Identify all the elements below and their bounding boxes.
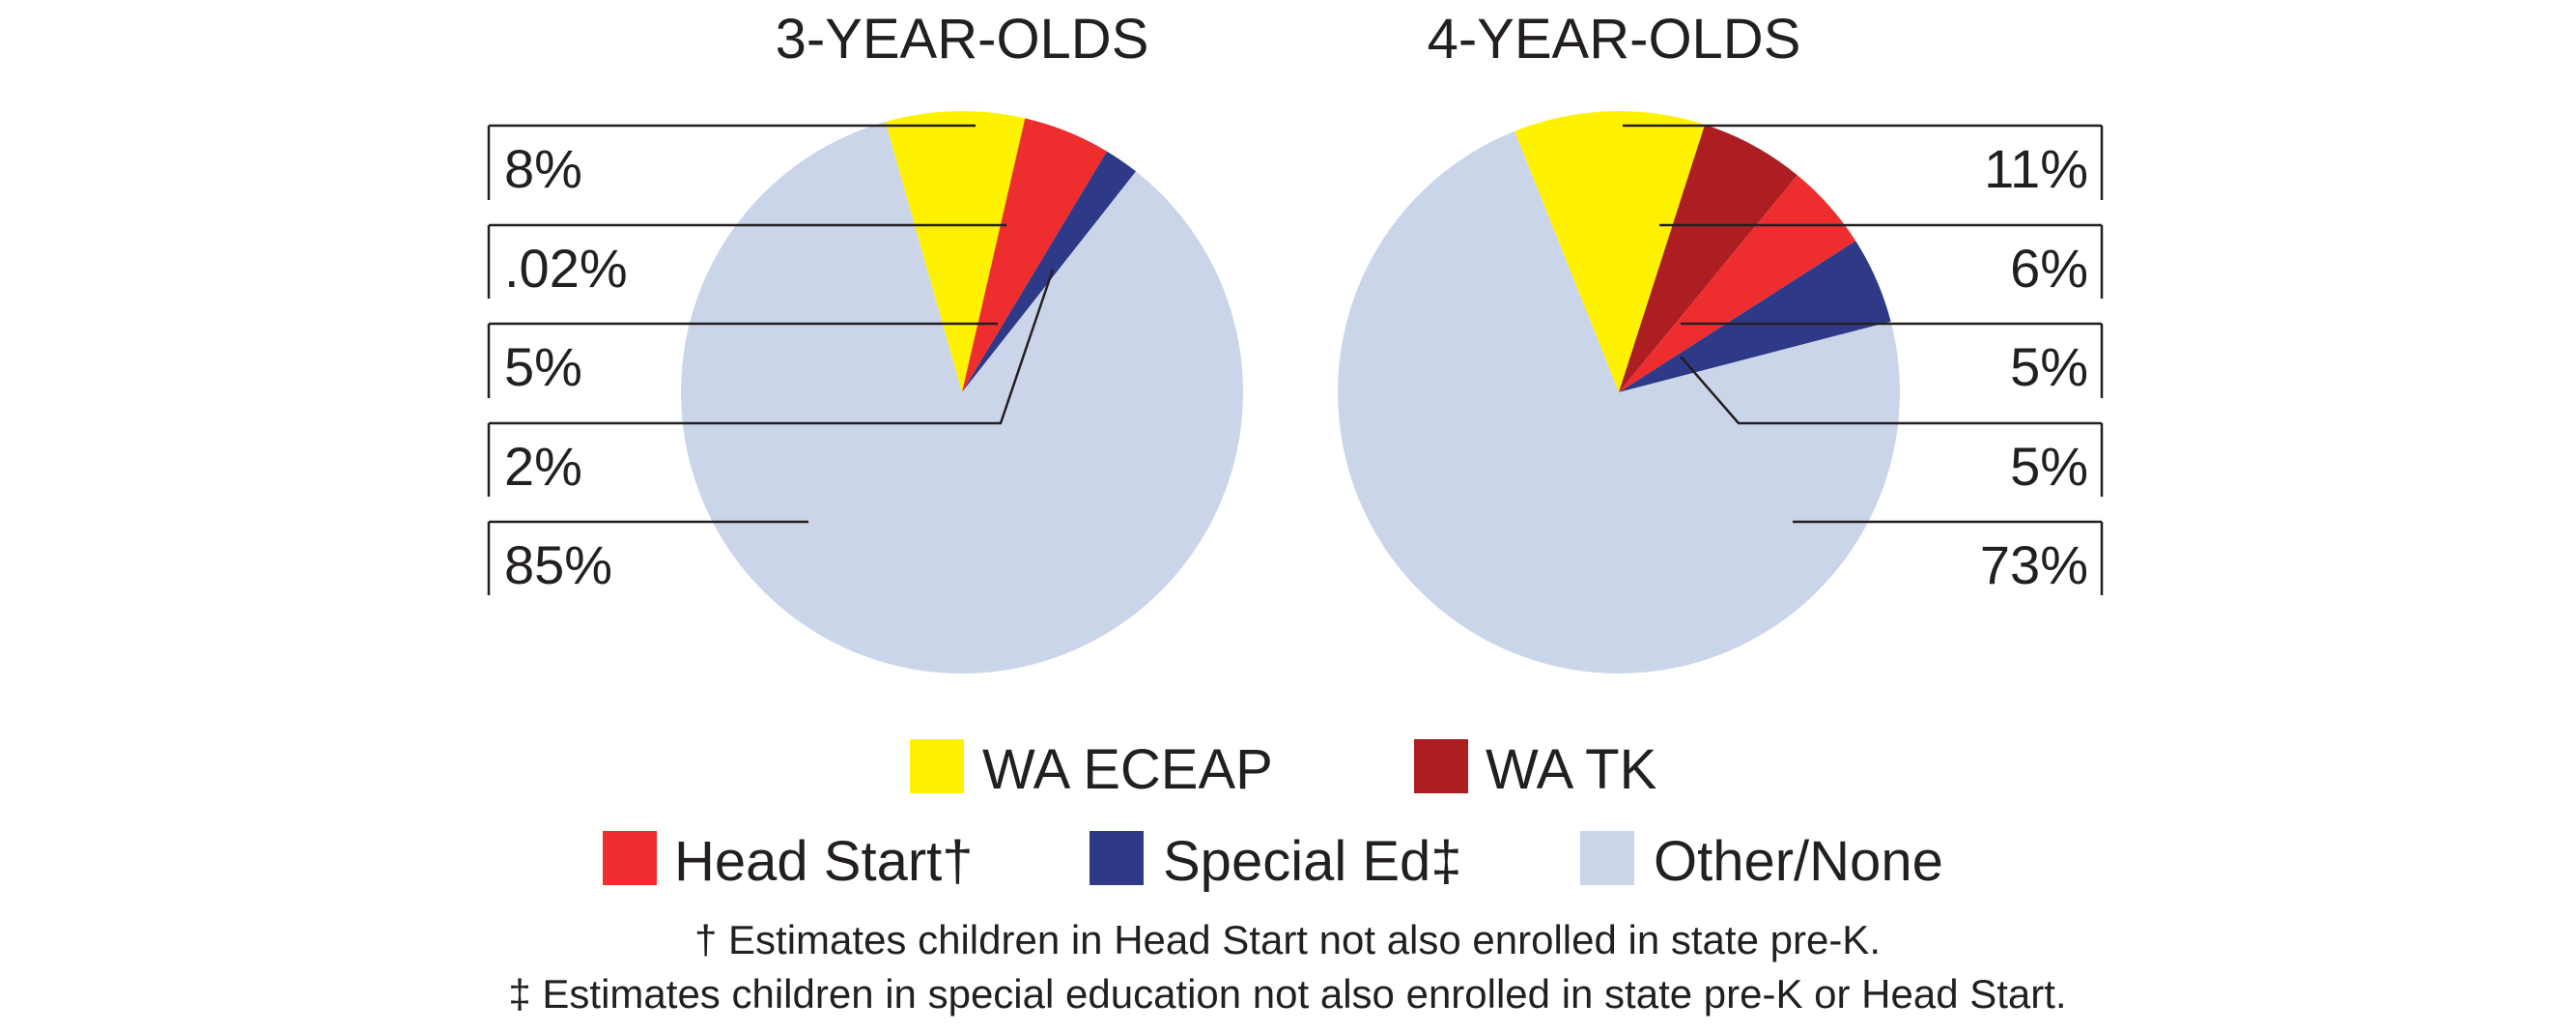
legend: WA ECEAP WA TK Head Start† Special Ed‡ O… bbox=[603, 738, 1943, 893]
legend-item-other-none: Other/None bbox=[1580, 830, 1943, 893]
pct-label-3yo-other: 85% bbox=[504, 534, 612, 595]
pie-slices-4-year-olds bbox=[1337, 110, 1900, 674]
legend-swatch-special-ed bbox=[1090, 831, 1144, 885]
legend-item-head-start: Head Start† bbox=[603, 830, 974, 893]
leader-lines-3-year-olds bbox=[489, 124, 1055, 524]
pct-label-3yo-eceap: 8% bbox=[504, 138, 582, 199]
pie-slice-4yo-wa-eceap bbox=[1514, 110, 1706, 392]
pct-label-4yo-head-start: 5% bbox=[2010, 336, 2088, 397]
pct-label-4yo-eceap: 11% bbox=[1984, 138, 2088, 199]
legend-label-head-start: Head Start† bbox=[674, 830, 974, 893]
legend-label-other-none: Other/None bbox=[1654, 830, 1943, 893]
pct-label-3yo-special-ed: 2% bbox=[504, 436, 582, 497]
legend-label-wa-tk: WA TK bbox=[1486, 738, 1657, 801]
pie-chart-4-year-olds: 4-YEAR-OLDS 11% 6% 5% 5% 73% bbox=[1337, 8, 2104, 674]
legend-item-wa-eceap: WA ECEAP bbox=[910, 738, 1273, 801]
pct-label-3yo-tk: .02% bbox=[504, 238, 628, 299]
legend-swatch-head-start bbox=[603, 831, 657, 885]
pct-label-4yo-tk: 6% bbox=[2010, 238, 2088, 299]
legend-label-special-ed: Special Ed‡ bbox=[1163, 830, 1462, 893]
pie-slice-3yo-wa-eceap bbox=[885, 111, 1026, 392]
pie-chart-3-year-olds: 3-YEAR-OLDS 8% .02% 5% 2% 85% bbox=[487, 8, 1244, 674]
legend-item-wa-tk: WA TK bbox=[1414, 738, 1657, 801]
pct-label-3yo-head-start: 5% bbox=[504, 336, 582, 397]
legend-swatch-wa-tk bbox=[1414, 739, 1468, 793]
footnotes: † Estimates children in Head Start not a… bbox=[508, 917, 2066, 1017]
pie-slice-4yo-wa-tk bbox=[1619, 124, 1798, 392]
pie-slice-3yo-special-ed bbox=[962, 151, 1137, 392]
pie-title-3-year-olds: 3-YEAR-OLDS bbox=[776, 8, 1149, 71]
legend-item-special-ed: Special Ed‡ bbox=[1090, 830, 1462, 893]
pie-slice-4yo-special-ed bbox=[1619, 241, 1891, 392]
pie-slice-3yo-head-start bbox=[962, 118, 1107, 393]
pct-label-4yo-other: 73% bbox=[1980, 534, 2088, 595]
legend-swatch-other-none bbox=[1580, 831, 1634, 885]
leader-lines-4-year-olds bbox=[1623, 124, 2102, 524]
pie-slice-3yo-other-none bbox=[681, 122, 1244, 674]
pie-slice-4yo-head-start bbox=[1619, 175, 1856, 392]
legend-swatch-wa-eceap bbox=[910, 739, 964, 793]
leader-3yo-special-ed bbox=[489, 269, 1055, 425]
legend-label-wa-eceap: WA ECEAP bbox=[982, 738, 1273, 801]
leader-4yo-special-ed bbox=[1680, 356, 2102, 425]
pie-slice-4yo-other-none bbox=[1337, 130, 1900, 674]
footnote-special-ed: ‡ Estimates children in special educatio… bbox=[508, 971, 2066, 1017]
pie-slices-3-year-olds bbox=[681, 111, 1244, 674]
footnote-head-start: † Estimates children in Head Start not a… bbox=[694, 917, 1881, 962]
pct-label-4yo-special-ed: 5% bbox=[2010, 436, 2088, 497]
pie-title-4-year-olds: 4-YEAR-OLDS bbox=[1428, 8, 1801, 71]
